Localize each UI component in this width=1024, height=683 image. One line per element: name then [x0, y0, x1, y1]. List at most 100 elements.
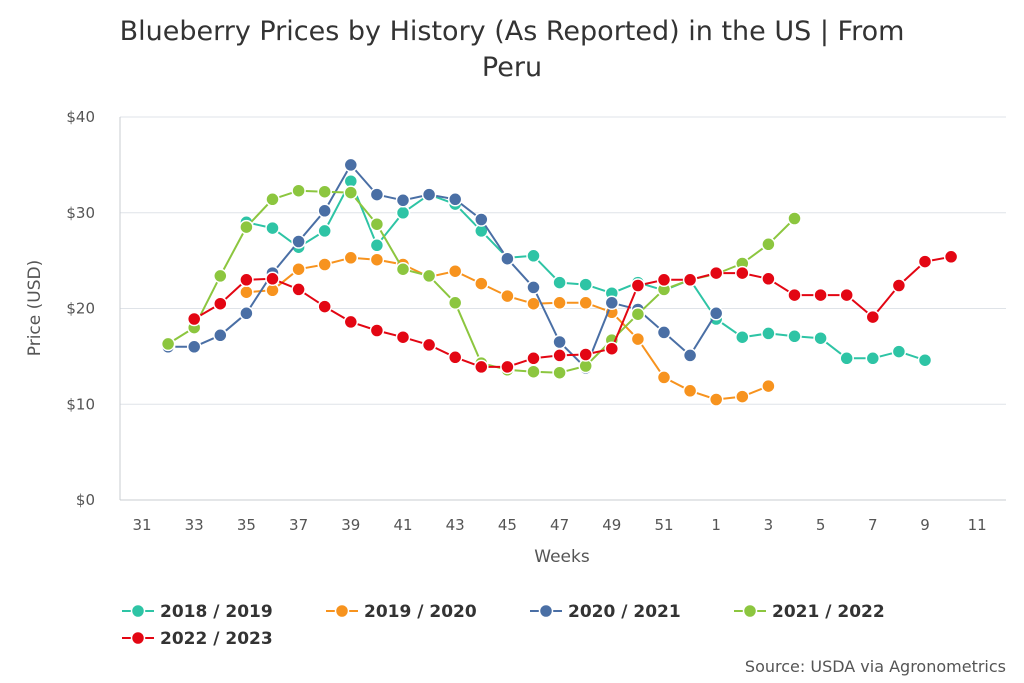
data-point[interactable] [630, 306, 646, 322]
data-point[interactable] [265, 271, 280, 287]
data-point[interactable] [761, 271, 776, 287]
data-point[interactable] [708, 265, 724, 281]
data-point[interactable] [186, 339, 202, 355]
legend-item-2022-2023[interactable]: 2022 / 2023 [122, 629, 273, 649]
data-point[interactable] [474, 212, 489, 227]
data-point[interactable] [343, 250, 359, 266]
data-point[interactable] [865, 309, 881, 325]
series-2018-2019[interactable] [239, 173, 933, 368]
data-point[interactable] [839, 351, 854, 366]
data-point[interactable] [682, 348, 698, 363]
legend-item-2021-2022[interactable]: 2021 / 2022 [734, 602, 885, 622]
data-point[interactable] [474, 359, 489, 375]
data-point[interactable] [343, 185, 359, 200]
data-point[interactable] [291, 282, 306, 297]
data-point[interactable] [526, 248, 541, 264]
data-point[interactable] [447, 350, 463, 365]
data-point[interactable] [291, 183, 306, 198]
data-point[interactable] [787, 211, 802, 226]
data-point[interactable] [552, 348, 567, 363]
data-point[interactable] [656, 272, 672, 288]
data-point[interactable] [917, 352, 933, 368]
data-point[interactable] [578, 295, 593, 311]
data-point[interactable] [813, 330, 828, 346]
data-point[interactable] [447, 263, 463, 279]
data-point[interactable] [421, 187, 437, 202]
data-point[interactable] [552, 295, 567, 311]
data-point[interactable] [735, 329, 750, 345]
data-point[interactable] [656, 325, 672, 340]
data-point[interactable] [865, 351, 881, 366]
data-point[interactable] [761, 326, 776, 341]
data-point[interactable] [369, 238, 385, 253]
data-point[interactable] [735, 389, 750, 404]
data-point[interactable] [343, 157, 359, 173]
legend-item-2020-2021[interactable]: 2020 / 2021 [530, 602, 681, 622]
data-point[interactable] [526, 280, 541, 295]
data-point[interactable] [239, 306, 254, 321]
data-point[interactable] [761, 378, 776, 394]
data-point[interactable] [369, 216, 385, 232]
data-point[interactable] [500, 288, 515, 304]
data-point[interactable] [787, 287, 802, 303]
data-point[interactable] [500, 359, 515, 375]
legend[interactable]: 2018 / 2019 2019 / 2020 2020 / 2021 2021 / … [122, 602, 885, 649]
data-point[interactable] [917, 254, 933, 269]
data-point[interactable] [656, 370, 672, 385]
data-point[interactable] [186, 311, 202, 327]
data-point[interactable] [395, 193, 411, 208]
data-point[interactable] [630, 331, 646, 347]
data-point[interactable] [839, 287, 854, 303]
data-point[interactable] [421, 337, 437, 353]
data-point[interactable] [239, 272, 254, 288]
data-point[interactable] [447, 192, 463, 207]
series-2019-2020[interactable] [239, 250, 776, 407]
data-point[interactable] [578, 347, 593, 362]
data-point[interactable] [943, 249, 959, 265]
data-point[interactable] [813, 287, 828, 303]
series-line[interactable] [168, 163, 718, 369]
data-point[interactable] [291, 234, 306, 249]
data-point[interactable] [891, 278, 907, 293]
data-point[interactable] [474, 276, 489, 291]
data-point[interactable] [708, 306, 724, 321]
data-point[interactable] [395, 329, 411, 345]
data-point[interactable] [317, 223, 332, 239]
data-point[interactable] [369, 252, 385, 267]
data-point[interactable] [552, 275, 567, 290]
series-2020-2021[interactable] [160, 157, 724, 376]
data-point[interactable] [552, 365, 567, 380]
data-point[interactable] [526, 364, 541, 379]
data-point[interactable] [213, 328, 228, 343]
data-point[interactable] [552, 334, 567, 350]
data-point[interactable] [604, 295, 620, 311]
legend-item-2019-2020[interactable]: 2019 / 2020 [326, 602, 477, 622]
data-point[interactable] [578, 277, 593, 292]
series-2022-2023[interactable] [186, 249, 959, 375]
data-point[interactable] [682, 272, 698, 288]
data-point[interactable] [447, 295, 463, 311]
data-point[interactable] [317, 257, 332, 272]
data-point[interactable] [500, 251, 515, 266]
legend-item-2018-2019[interactable]: 2018 / 2019 [122, 602, 273, 622]
data-point[interactable] [761, 237, 776, 252]
data-point[interactable] [891, 344, 907, 359]
data-point[interactable] [369, 323, 385, 338]
data-point[interactable] [265, 192, 280, 207]
data-point[interactable] [395, 261, 411, 277]
data-point[interactable] [291, 261, 306, 277]
data-point[interactable] [682, 383, 698, 399]
data-point[interactable] [317, 203, 332, 219]
data-point[interactable] [604, 341, 620, 356]
data-point[interactable] [265, 220, 280, 236]
data-point[interactable] [239, 219, 254, 235]
data-point[interactable] [239, 284, 254, 300]
data-point[interactable] [526, 351, 541, 366]
data-point[interactable] [421, 268, 437, 284]
data-point[interactable] [317, 299, 332, 314]
data-point[interactable] [160, 336, 176, 352]
data-point[interactable] [395, 205, 411, 221]
data-point[interactable] [735, 265, 750, 281]
data-point[interactable] [317, 184, 332, 199]
data-point[interactable] [708, 392, 724, 407]
